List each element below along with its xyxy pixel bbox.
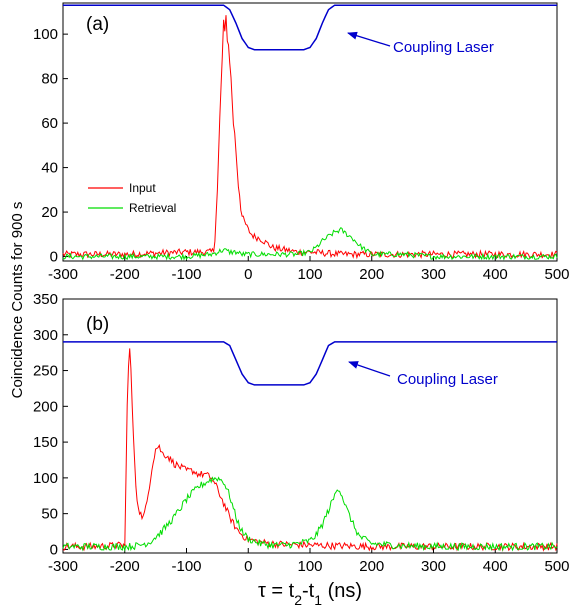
x-tick-label: 0 — [244, 266, 252, 283]
y-tick-label: 250 — [33, 363, 58, 380]
y-tick-label: 50 — [41, 506, 58, 523]
panel-label-a: (a) — [86, 14, 109, 35]
series-line-retrieval — [62, 227, 558, 261]
plot-frame-b — [62, 298, 558, 554]
y-tick-label: 60 — [41, 115, 58, 132]
panel-b: -300 -200 -100 0 100 200 300 400 500 0 50 100 150 20… — [33, 291, 570, 575]
y-tick-label: 100 — [33, 470, 58, 487]
series-line-coupling-laser — [63, 341, 557, 386]
x-tick-label: 400 — [483, 558, 508, 575]
series-group-b — [62, 341, 558, 552]
series-group-a — [62, 4, 558, 261]
x-tick-label: -200 — [110, 558, 140, 575]
y-tick-label: 0 — [50, 541, 58, 558]
legend-label-input: Input — [129, 181, 156, 195]
y-tick-label: 0 — [50, 249, 58, 266]
legend-a: Input Retrieval — [88, 181, 176, 215]
x-tick-label: 0 — [244, 558, 252, 575]
x-ticks-b: -300 -200 -100 0 100 200 300 400 500 — [48, 548, 570, 575]
y-tick-label: 150 — [33, 434, 58, 451]
x-tick-label: -100 — [171, 266, 201, 283]
x-tick-label: -100 — [171, 558, 201, 575]
annotation-text-b: Coupling Laser — [397, 371, 498, 388]
annotation-arrow-a — [347, 31, 391, 47]
x-axis-label-mid: -t — [302, 580, 315, 602]
x-axis-label-sub1: 1 — [314, 592, 322, 608]
series-line-retrieval — [62, 476, 558, 552]
x-tick-label: -300 — [48, 266, 78, 283]
x-axis-label-sub2: 2 — [294, 592, 302, 608]
x-tick-label: 500 — [544, 558, 569, 575]
x-axis-label-suffix: (ns) — [322, 580, 362, 602]
x-tick-label: 100 — [297, 266, 322, 283]
y-axis-label: Coincidence Counts for 900 s — [9, 202, 26, 399]
x-tick-label: 300 — [421, 558, 446, 575]
x-tick-label: -300 — [48, 558, 78, 575]
x-axis-label: τ = t2-t1 (ns) — [258, 580, 362, 608]
x-tick-label: -200 — [110, 266, 140, 283]
y-tick-label: 20 — [41, 204, 58, 221]
x-tick-label: 100 — [297, 558, 322, 575]
x-tick-label: 200 — [359, 266, 384, 283]
series-line-coupling-laser — [63, 4, 557, 51]
y-tick-label: 40 — [41, 160, 58, 177]
panel-a: -300 -200 -100 0 100 200 300 400 500 0 20 40 60 80 10… — [33, 2, 570, 283]
x-ticks-a: -300 -200 -100 0 100 200 300 400 500 — [48, 256, 570, 283]
x-tick-label: 200 — [359, 558, 384, 575]
x-axis-label-prefix: τ = t — [258, 580, 295, 602]
series-line-input — [62, 348, 558, 552]
y-tick-label: 200 — [33, 398, 58, 415]
y-tick-label: 350 — [33, 291, 58, 308]
y-ticks-a: 0 20 40 60 80 100 — [33, 26, 68, 266]
y-ticks-b: 0 50 100 150 200 250 300 350 — [33, 291, 68, 558]
panel-label-b: (b) — [86, 314, 109, 335]
annotation-arrow-b — [348, 361, 391, 377]
y-tick-label: 80 — [41, 71, 58, 88]
x-tick-label: 400 — [483, 266, 508, 283]
x-tick-label: 500 — [544, 266, 569, 283]
x-tick-label: 300 — [421, 266, 446, 283]
y-tick-label: 100 — [33, 26, 58, 43]
y-tick-label: 300 — [33, 327, 58, 344]
annotation-text-a: Coupling Laser — [393, 39, 494, 56]
legend-label-retrieval: Retrieval — [129, 201, 176, 215]
